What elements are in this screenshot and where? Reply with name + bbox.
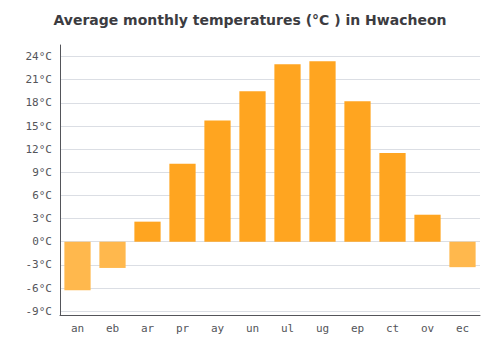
svg-text:-6°C: -6°C (26, 282, 53, 295)
svg-text:ul: ul (281, 322, 294, 335)
svg-text:12°C: 12°C (26, 143, 53, 156)
svg-text:ov: ov (421, 322, 435, 335)
svg-text:an: an (71, 322, 84, 335)
svg-text:18°C: 18°C (26, 96, 53, 109)
svg-text:ep: ep (351, 322, 364, 335)
svg-text:ct: ct (386, 322, 399, 335)
svg-text:un: un (246, 322, 259, 335)
svg-text:ug: ug (316, 322, 329, 335)
svg-text:eb: eb (106, 322, 119, 335)
svg-text:15°C: 15°C (26, 120, 53, 133)
svg-text:ec: ec (456, 322, 469, 335)
svg-text:pr: pr (176, 322, 190, 335)
svg-text:9°C: 9°C (32, 166, 52, 179)
svg-text:0°C: 0°C (32, 235, 52, 248)
svg-text:3°C: 3°C (32, 212, 52, 225)
svg-text:-9°C: -9°C (26, 305, 53, 318)
svg-text:ar: ar (141, 322, 155, 335)
svg-text:24°C: 24°C (26, 50, 53, 63)
svg-text:ay: ay (211, 322, 225, 335)
svg-text:21°C: 21°C (26, 73, 53, 86)
svg-text:-3°C: -3°C (26, 258, 53, 271)
svg-text:Average monthly temperatures (: Average monthly temperatures (°C ) in Hw… (53, 12, 446, 28)
svg-text:6°C: 6°C (32, 189, 52, 202)
